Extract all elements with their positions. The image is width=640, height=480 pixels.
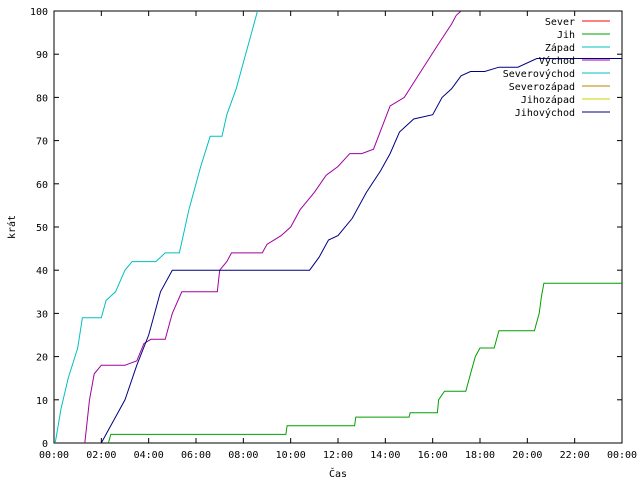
x-tick-label: 06:00 — [181, 450, 211, 461]
y-tick-label: 50 — [36, 223, 48, 234]
x-tick-label: 04:00 — [134, 450, 164, 461]
legend: Sever JihZápadVýchodSeverovýchodSeverozáp… — [503, 17, 610, 119]
legend-label: Severozápad — [509, 81, 575, 93]
series-line-2 — [54, 11, 258, 443]
x-tick-label: 00:00 — [39, 450, 69, 461]
series-line-1 — [107, 282, 622, 443]
legend-label: Západ — [545, 42, 575, 54]
x-tick-label: 08:00 — [228, 450, 258, 461]
y-tick-label: 100 — [30, 7, 48, 18]
y-tick-label: 30 — [36, 309, 48, 320]
y-axis-label: krát — [6, 215, 18, 239]
legend-label: Sever — [545, 17, 575, 28]
x-tick-label: 14:00 — [370, 450, 400, 461]
x-axis-ticks: 00:00 02:00 04:00 06:00 08:00 10:00 12:00 14:00… — [39, 11, 637, 461]
x-tick-label: 20:00 — [512, 450, 542, 461]
x-tick-label: 00:00 — [607, 450, 637, 461]
x-tick-label: 02:00 — [86, 450, 116, 461]
x-tick-label: 16:00 — [418, 450, 448, 461]
legend-label: Jihozápad — [521, 94, 575, 106]
x-tick-label: 10:00 — [276, 450, 306, 461]
legend-label: Severovýchod — [503, 68, 575, 80]
series-line-3 — [84, 11, 462, 443]
legend-label: Jih — [557, 30, 575, 41]
x-axis-label: Čas — [329, 467, 347, 480]
y-tick-label: 80 — [36, 93, 48, 104]
series-lines — [54, 11, 622, 443]
y-tick-label: 40 — [36, 266, 48, 277]
legend-label: Jihovýchod — [515, 107, 575, 119]
y-axis-ticks: 0 10 20 30 40 50 60 70 80 90 100 — [30, 7, 622, 450]
x-tick-label: 18:00 — [465, 450, 495, 461]
y-tick-label: 0 — [42, 439, 48, 450]
y-tick-label: 70 — [36, 137, 48, 148]
y-tick-label: 20 — [36, 353, 48, 364]
y-tick-label: 60 — [36, 180, 48, 191]
y-tick-label: 10 — [36, 396, 48, 407]
y-tick-label: 90 — [36, 50, 48, 61]
series-line-7 — [100, 58, 622, 443]
legend-label: Východ — [539, 55, 575, 67]
x-tick-label: 12:00 — [323, 450, 353, 461]
x-tick-label: 22:00 — [560, 450, 590, 461]
